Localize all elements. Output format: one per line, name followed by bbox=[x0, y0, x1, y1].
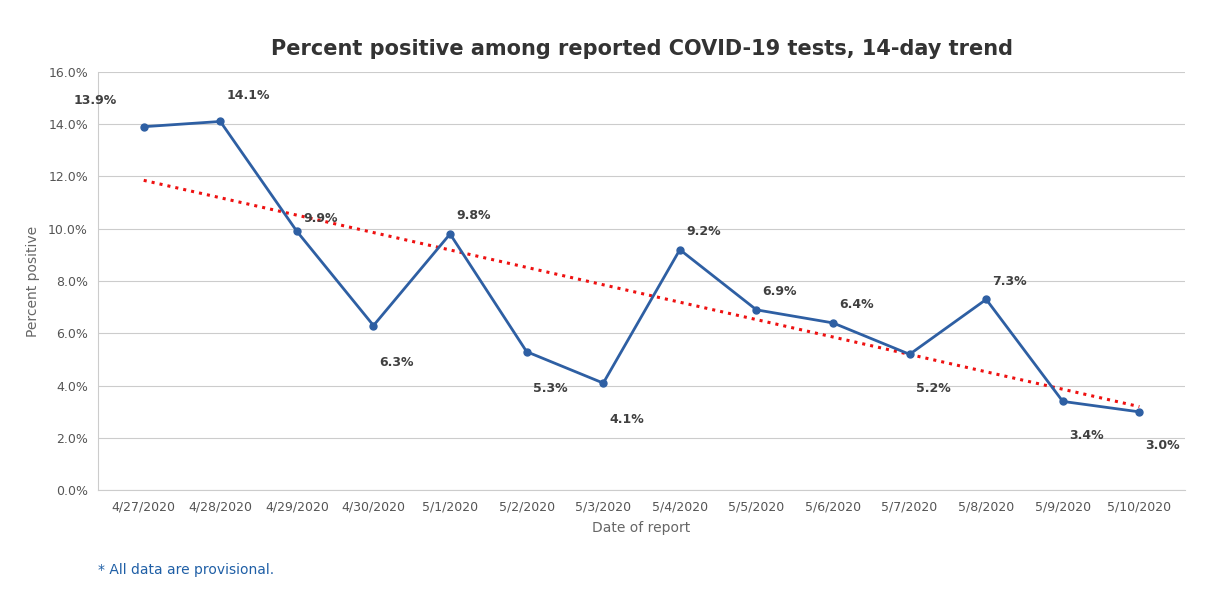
Text: 5.3%: 5.3% bbox=[533, 382, 567, 395]
Text: 14.1%: 14.1% bbox=[226, 89, 270, 102]
Text: 5.2%: 5.2% bbox=[915, 382, 951, 395]
Text: * All data are provisional.: * All data are provisional. bbox=[98, 563, 274, 577]
Text: 6.9%: 6.9% bbox=[763, 285, 797, 298]
Y-axis label: Percent positive: Percent positive bbox=[26, 225, 40, 337]
Text: 7.3%: 7.3% bbox=[992, 274, 1026, 288]
Text: 4.1%: 4.1% bbox=[610, 413, 644, 426]
Text: 6.4%: 6.4% bbox=[840, 298, 874, 311]
Text: 9.9%: 9.9% bbox=[303, 212, 337, 225]
Title: Percent positive among reported COVID-19 tests, 14-day trend: Percent positive among reported COVID-19… bbox=[270, 39, 1013, 59]
Text: 9.8%: 9.8% bbox=[456, 209, 491, 222]
X-axis label: Date of report: Date of report bbox=[593, 521, 690, 535]
Text: 3.4%: 3.4% bbox=[1069, 429, 1103, 442]
Text: 3.0%: 3.0% bbox=[1145, 440, 1180, 452]
Text: 13.9%: 13.9% bbox=[73, 94, 117, 107]
Text: 6.3%: 6.3% bbox=[380, 356, 414, 368]
Text: 9.2%: 9.2% bbox=[686, 225, 721, 238]
